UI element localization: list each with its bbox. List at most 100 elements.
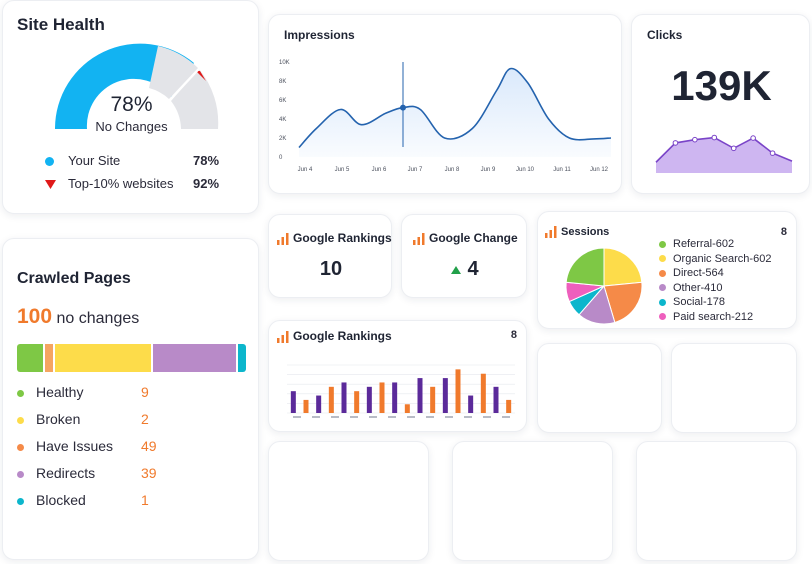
crawled-legend-item: Redirects — [17, 465, 95, 481]
bar — [303, 399, 309, 413]
impressions-x-tick: Jun 6 — [372, 167, 387, 173]
sessions-legend-label: Other-410 — [673, 281, 723, 294]
clicks-card: Clicks 139K — [631, 14, 810, 194]
bar-x-tick-mark — [445, 416, 453, 418]
google-change-value-row: 4 — [402, 258, 528, 281]
dot-icon — [659, 298, 666, 306]
impressions-y-tick: 8K — [279, 79, 286, 85]
impressions-x-tick: Jun 10 — [516, 167, 535, 173]
clicks-point — [769, 150, 776, 156]
impressions-line — [298, 67, 612, 149]
google-rankings-chart-card: Google Rankings 8 — [268, 320, 527, 432]
impressions-x-tick: Jun 9 — [481, 167, 496, 173]
sessions-legend-item: Paid search-212 — [659, 311, 753, 323]
dot-icon — [17, 470, 24, 478]
dot-icon — [659, 284, 666, 292]
google-rankings-kpi-value: 10 — [319, 258, 343, 280]
sessions-legend-label: Paid search-212 — [673, 310, 754, 323]
crawled-stacked-bar — [17, 344, 246, 372]
google-change-card: Google Change 4 — [401, 214, 527, 298]
crawled-legend-label: Have Issues — [36, 438, 114, 454]
site-health-title: Site Health — [17, 15, 105, 34]
sessions-legend-item: Direct-564 — [659, 267, 724, 279]
bar — [493, 386, 499, 413]
impressions-card: Impressions 10K 8K 6K 4K 2K 0 Jun 4 Jun 5 Jun 6 J… — [268, 14, 622, 194]
bar — [404, 404, 410, 413]
clicks-value: 139K — [671, 62, 772, 109]
top10-marker-icon — [196, 71, 206, 81]
clicks-point — [730, 145, 737, 152]
bar — [354, 391, 360, 413]
empty-card-5 — [636, 441, 797, 561]
sessions-pie — [565, 247, 643, 325]
impressions-marker[interactable] — [400, 104, 406, 111]
crawled-legend-item: Healthy — [17, 384, 83, 400]
bar-x-tick-mark — [388, 416, 396, 418]
impressions-x-tick: Jun 12 — [590, 167, 609, 173]
bar — [468, 395, 474, 413]
impressions-chart: 10K 8K 6K 4K 2K 0 Jun 4 Jun 5 Jun 6 Jun 7 Jun 8 Jun… — [279, 60, 612, 173]
dot-icon — [17, 416, 24, 424]
crawled-legend-value: 9 — [141, 384, 149, 400]
empty-card-3 — [268, 441, 429, 561]
google-rankings-kpi-card: Google Rankings 10 — [268, 214, 392, 298]
signal-bars-icon — [545, 226, 557, 239]
clicks-point — [672, 140, 679, 146]
bar — [430, 386, 436, 413]
clicks-point — [750, 135, 756, 141]
dot-icon — [659, 255, 666, 263]
impressions-x-tick: Jun 7 — [408, 167, 423, 173]
crawled-legend-value: 49 — [141, 438, 157, 454]
bar-segment-blocked — [238, 344, 246, 372]
bar-x-tick-mark — [426, 416, 434, 418]
sessions-legend-item: Organic Search-602 — [659, 253, 771, 265]
bar — [480, 373, 486, 413]
bar-segment-issues — [54, 344, 151, 372]
bar-x-tick-mark — [464, 416, 472, 418]
site-health-gauge — [54, 43, 219, 130]
pie-slice — [603, 281, 643, 324]
crawled-legend-item: Have Issues — [17, 438, 113, 454]
impressions-y-tick: 0 — [279, 155, 283, 161]
impressions-y-tick: 6K — [279, 98, 286, 104]
bar-segment-healthy — [17, 344, 43, 372]
impressions-x-tick: Jun 8 — [445, 167, 460, 173]
bar — [392, 382, 398, 413]
bar — [366, 386, 372, 413]
crawled-legend-label: Healthy — [36, 384, 84, 400]
google-change-value: 4 — [467, 258, 479, 280]
pie-slice — [603, 247, 643, 287]
empty-card-2 — [671, 343, 797, 433]
signal-bars-icon — [277, 330, 289, 343]
signal-bars-icon — [413, 232, 425, 245]
crawled-legend-label: Broken — [36, 411, 81, 427]
google-rankings-bar-chart — [287, 364, 515, 418]
clicks-point — [692, 136, 698, 143]
pie-slice — [565, 247, 605, 287]
clicks-line — [655, 136, 793, 163]
bar — [506, 399, 512, 413]
bar-segment-redirects — [152, 344, 237, 372]
sessions-legend-item: Other-410 — [659, 282, 723, 294]
clicks-point — [711, 134, 718, 141]
impressions-y-tick: 10K — [279, 60, 290, 66]
google-rankings-kpi-title: Google Rankings — [277, 231, 392, 245]
crawled-count: 100 — [17, 305, 53, 328]
bar-x-tick-mark — [407, 416, 415, 418]
impressions-y-tick: 4K — [279, 117, 286, 123]
bar-x-tick-mark — [502, 416, 510, 418]
sessions-legend-item: Referral-602 — [659, 238, 734, 250]
impressions-title: Impressions — [284, 28, 355, 42]
dot-icon — [45, 157, 54, 167]
dot-icon — [659, 240, 666, 248]
dot-icon — [17, 389, 24, 397]
impressions-area — [299, 68, 611, 157]
clicks-area — [656, 137, 792, 173]
google-change-title: Google Change — [413, 231, 518, 245]
crawled-count-row: 100 no changes — [17, 305, 139, 329]
empty-card-1 — [537, 343, 662, 433]
sessions-legend-label: Referral-602 — [673, 238, 735, 250]
bar-x-tick-mark — [312, 416, 320, 418]
google-rankings-chart-count: 8 — [510, 329, 517, 341]
crawled-pages-title: Crawled Pages — [17, 270, 131, 287]
